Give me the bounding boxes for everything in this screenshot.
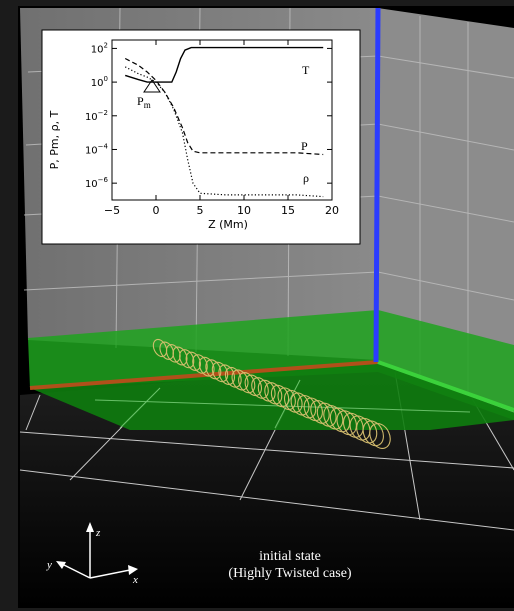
plot-frame — [111, 39, 333, 201]
pm-base: P — [137, 94, 144, 108]
coil-loop — [218, 364, 235, 385]
coil-loop — [179, 349, 195, 369]
coil-loop — [283, 389, 303, 413]
orange-edge — [29, 360, 379, 390]
axis-z-label: z — [95, 527, 101, 539]
green-edge — [377, 360, 514, 412]
series-group — [124, 46, 324, 198]
series-line-ρ — [124, 66, 324, 198]
x-axis-label: Z (Mm) — [208, 218, 248, 231]
x-tick-label: 10 — [237, 204, 251, 217]
series-label-T: T — [302, 63, 310, 77]
plot-area-border — [111, 39, 333, 201]
coil-loop — [198, 356, 215, 377]
pm-sub: m — [144, 100, 151, 110]
x-tick-label: 20 — [325, 204, 339, 217]
coil-loop — [303, 397, 323, 422]
pm-marker — [143, 79, 161, 93]
coil-loop — [185, 351, 202, 371]
coil-loop — [152, 338, 168, 358]
coil-loop — [336, 410, 357, 436]
coil-loop — [270, 384, 290, 408]
x-tick-label: 0 — [153, 204, 160, 217]
caption-line-2: (Highly Twisted case) — [228, 566, 352, 581]
coil-loop — [192, 354, 208, 374]
coil-loop — [297, 394, 317, 419]
back-wall-right — [378, 8, 514, 412]
coil-loop — [362, 420, 384, 447]
series-label-rho: ρ — [303, 171, 309, 185]
coil-loop — [290, 392, 310, 416]
y-axis-label: P, Pm, ρ, T — [48, 110, 61, 169]
coil-loop — [165, 344, 181, 363]
coil-loop — [323, 405, 344, 430]
y-tick-label: 10−4 — [85, 142, 109, 156]
series-line-T — [124, 46, 324, 83]
coil-loop — [329, 407, 351, 433]
coil-loop — [224, 366, 242, 388]
coil-loop — [205, 359, 222, 380]
coil-loop — [159, 341, 174, 360]
coil-loop — [277, 387, 296, 411]
y-tick-label: 100 — [91, 75, 108, 89]
green-layer-top — [28, 310, 514, 420]
coil-loop — [211, 361, 229, 383]
series-label-Pm: Pm — [137, 94, 151, 110]
caption-line-1: initial state — [259, 549, 321, 564]
series-label-P: P — [301, 139, 308, 153]
coil-loop — [172, 346, 188, 366]
coil-loop — [342, 412, 364, 438]
flux-tube — [152, 338, 391, 449]
x-tick-label: −5 — [104, 204, 120, 217]
blue-vertical-axis — [373, 7, 381, 363]
series-line-P — [124, 57, 324, 156]
inset-background — [41, 29, 361, 245]
coil-loop — [316, 402, 337, 427]
axis-x-label: x — [132, 574, 138, 586]
coil-loop — [310, 400, 330, 424]
y-tick-label: 10−6 — [85, 176, 109, 190]
y-tick-label: 10−2 — [85, 109, 108, 123]
x-tick-label: 5 — [197, 204, 204, 217]
x-tick-label: 15 — [281, 204, 295, 217]
axis-indicator — [56, 522, 138, 579]
y-tick-label: 102 — [91, 41, 108, 55]
inset-chart: −5 0 5 10 15 20 102 100 10−2 10−4 10−6 P, Pm, ρ, T… — [41, 29, 361, 245]
tick-group: −5 0 5 10 15 20 102 100 10−2 10−4 10−6 — [85, 40, 339, 217]
coil-loop — [369, 423, 391, 449]
axis-y-label: y — [46, 559, 52, 571]
